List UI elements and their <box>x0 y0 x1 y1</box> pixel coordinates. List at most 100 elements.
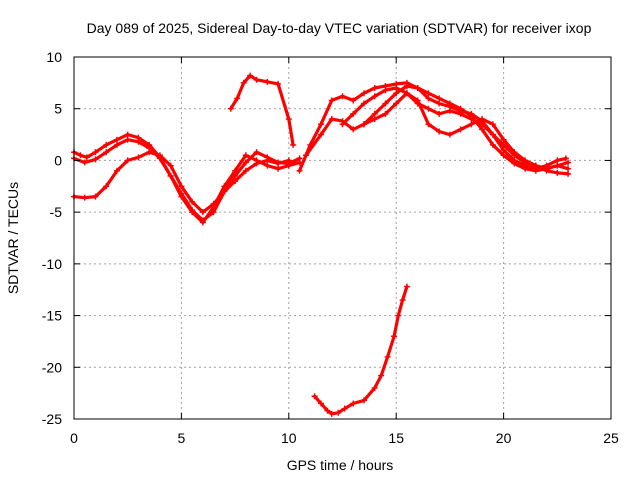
series-arc-i <box>311 283 410 417</box>
data-point <box>242 167 249 174</box>
data-point <box>393 90 400 97</box>
data-point <box>399 297 406 304</box>
data-point <box>232 167 239 174</box>
data-point <box>360 100 367 107</box>
data-point <box>156 152 163 159</box>
y-tick-label: -10 <box>42 256 62 272</box>
data-point <box>511 157 518 164</box>
data-point <box>234 95 241 102</box>
y-tick-label: -20 <box>42 359 62 375</box>
data-point <box>479 121 486 128</box>
data-point <box>81 159 88 166</box>
data-point <box>290 141 297 148</box>
data-point <box>339 121 346 128</box>
data-point <box>384 353 391 360</box>
data-point <box>275 160 282 167</box>
data-point <box>436 95 443 102</box>
data-point <box>468 116 475 123</box>
data-point <box>436 110 443 117</box>
data-point <box>103 183 110 190</box>
data-point <box>324 407 331 414</box>
data-point <box>264 78 271 85</box>
x-tick-label: 25 <box>603 430 619 446</box>
data-point <box>167 172 174 179</box>
data-point <box>253 149 260 156</box>
data-point <box>92 193 99 200</box>
data-point <box>302 152 309 159</box>
data-point <box>468 110 475 117</box>
data-point <box>296 155 303 162</box>
data-point <box>275 80 282 87</box>
data-point <box>565 159 572 166</box>
data-point <box>178 190 185 197</box>
x-tick-label: 10 <box>281 430 297 446</box>
series-arc-d <box>227 72 297 148</box>
data-point <box>562 155 569 162</box>
series-layer <box>71 72 572 417</box>
x-tick-label: 0 <box>70 430 78 446</box>
data-point <box>446 107 453 114</box>
data-point <box>489 131 496 138</box>
grid <box>74 57 611 419</box>
data-point <box>296 167 303 174</box>
data-point <box>285 157 292 164</box>
series-line <box>72 138 302 222</box>
data-point <box>341 405 348 412</box>
data-point <box>500 141 507 148</box>
data-point <box>565 170 572 177</box>
plot-frame <box>73 56 612 420</box>
series-line <box>340 86 570 171</box>
data-point <box>532 162 539 169</box>
data-point <box>446 131 453 138</box>
data-point <box>335 409 342 416</box>
data-point <box>350 110 357 117</box>
data-point <box>77 152 84 159</box>
series-line <box>229 73 295 147</box>
data-point <box>500 136 507 143</box>
data-point <box>436 100 443 107</box>
data-point <box>247 72 254 79</box>
data-point <box>92 149 99 156</box>
data-point <box>221 188 228 195</box>
data-point <box>468 121 475 128</box>
data-point <box>425 121 432 128</box>
data-point <box>393 100 400 107</box>
data-point <box>371 116 378 123</box>
data-point <box>393 85 400 92</box>
data-point <box>391 333 398 340</box>
data-point <box>371 110 378 117</box>
data-point <box>425 105 432 112</box>
axis-ticks: 0 5 10 15 20 25 10 5 0 -5 -10 -15 -20 -25 <box>42 49 619 446</box>
data-point <box>489 141 496 148</box>
data-point <box>479 126 486 133</box>
data-point <box>92 156 99 163</box>
chart-title: Day 089 of 2025, Sidereal Day-to-day VTE… <box>87 20 592 36</box>
y-tick-label: -25 <box>42 411 62 427</box>
data-point <box>457 126 464 133</box>
data-point <box>425 95 432 102</box>
data-point <box>554 162 561 169</box>
data-point <box>199 209 206 216</box>
data-point <box>500 147 507 154</box>
data-point <box>242 159 249 166</box>
data-point <box>371 93 378 100</box>
data-point <box>360 90 367 97</box>
data-point <box>395 312 402 319</box>
data-point <box>227 105 234 112</box>
data-point <box>457 110 464 117</box>
data-point <box>124 136 131 143</box>
series-line <box>313 285 409 416</box>
data-point <box>371 85 378 92</box>
series-arc-g <box>339 85 572 172</box>
data-point <box>360 397 367 404</box>
data-point <box>403 90 410 97</box>
data-point <box>436 128 443 135</box>
y-tick-label: 5 <box>54 101 62 117</box>
data-point <box>232 178 239 185</box>
y-tick-label: 10 <box>46 49 62 65</box>
data-point <box>378 372 385 379</box>
series-arc-a <box>71 131 303 226</box>
data-point <box>350 400 357 407</box>
x-tick-label: 5 <box>178 430 186 446</box>
